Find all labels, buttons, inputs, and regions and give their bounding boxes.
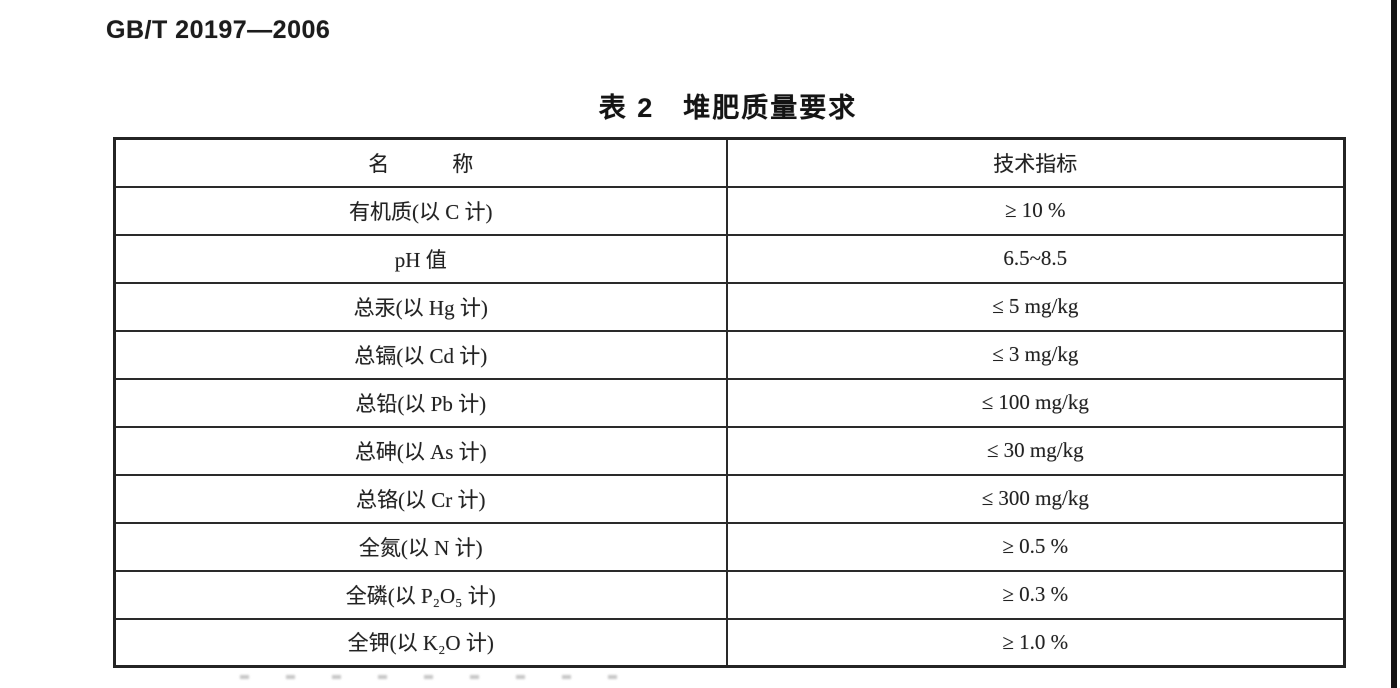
table-row: 有机质(以 C 计) ≥ 10 % [113, 185, 1346, 236]
table-row: 总铅(以 Pb 计) ≤ 100 mg/kg [113, 377, 1346, 428]
table-row: 总汞(以 Hg 计) ≤ 5 mg/kg [113, 281, 1346, 332]
table-row: 总砷(以 As 计) ≤ 30 mg/kg [113, 425, 1346, 476]
header-cell-indicator: 技术指标 [725, 137, 1346, 188]
table-row: 全磷(以 P₂O₅ 计) ≥ 0.3 % [113, 569, 1346, 620]
scan-edge-line [1391, 0, 1397, 688]
value-cell: ≥ 0.3 % [725, 569, 1346, 620]
compost-quality-table: 名 称 技术指标 有机质(以 C 计) ≥ 10 % pH 值 6.5~8.5 … [113, 137, 1346, 668]
value-cell: ≥ 10 % [725, 185, 1346, 236]
value-cell: ≤ 100 mg/kg [725, 377, 1346, 428]
value-cell: ≤ 3 mg/kg [725, 329, 1346, 380]
name-cell: 全氮(以 N 计) [113, 521, 728, 572]
value-cell: ≤ 300 mg/kg [725, 473, 1346, 524]
name-cell: 有机质(以 C 计) [113, 185, 728, 236]
value-cell: ≤ 5 mg/kg [725, 281, 1346, 332]
name-cell: 全磷(以 P₂O₅ 计) [113, 569, 728, 620]
table-caption: 表 2 堆肥质量要求 [598, 93, 858, 123]
cutoff-text-artifact [240, 675, 632, 679]
table-row: 全钾(以 K₂O 计) ≥ 1.0 % [113, 617, 1346, 668]
name-cell: 全钾(以 K₂O 计) [113, 617, 728, 668]
table-body: 有机质(以 C 计) ≥ 10 % pH 值 6.5~8.5 总汞(以 Hg 计… [113, 185, 1346, 668]
value-cell: ≥ 0.5 % [725, 521, 1346, 572]
header-cell-name: 名 称 [113, 137, 728, 188]
name-cell: 总铬(以 Cr 计) [113, 473, 728, 524]
value-cell: ≥ 1.0 % [725, 617, 1346, 668]
name-cell: 总砷(以 As 计) [113, 425, 728, 476]
table-header-row: 名 称 技术指标 [113, 137, 1346, 188]
table-row: 总镉(以 Cd 计) ≤ 3 mg/kg [113, 329, 1346, 380]
table-header: 名 称 技术指标 [113, 137, 1346, 188]
standard-number: GB/T 20197—2006 [106, 16, 331, 44]
value-cell: 6.5~8.5 [725, 233, 1346, 284]
name-cell: 总铅(以 Pb 计) [113, 377, 728, 428]
table-row: 全氮(以 N 计) ≥ 0.5 % [113, 521, 1346, 572]
value-cell: ≤ 30 mg/kg [725, 425, 1346, 476]
name-cell: pH 值 [113, 233, 728, 284]
table-row: 总铬(以 Cr 计) ≤ 300 mg/kg [113, 473, 1346, 524]
table-row: pH 值 6.5~8.5 [113, 233, 1346, 284]
name-cell: 总镉(以 Cd 计) [113, 329, 728, 380]
name-cell: 总汞(以 Hg 计) [113, 281, 728, 332]
